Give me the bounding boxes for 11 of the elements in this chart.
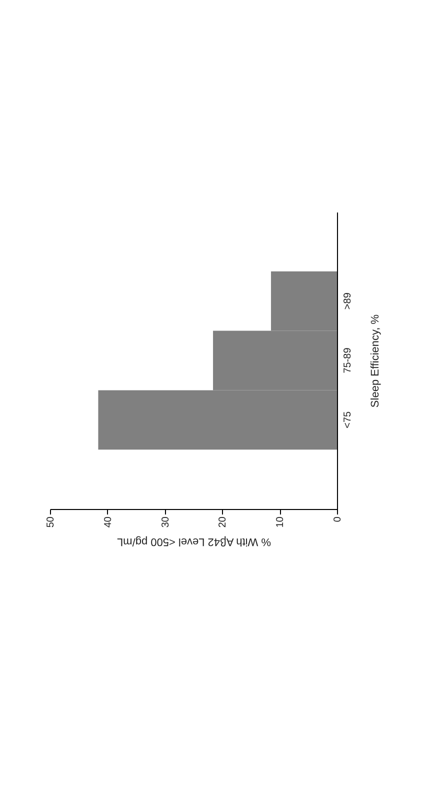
x-tick-label: 30 — [160, 516, 172, 528]
y-axis-title: Sleep Efficiency, % — [370, 314, 382, 408]
x-tick-label: 0 — [332, 516, 344, 522]
x-tick-label: 50 — [46, 516, 56, 528]
x-tick-label: 40 — [102, 516, 114, 528]
y-tick-label: 75-89 — [342, 347, 354, 374]
x-axis-title: % With Aβ42 Level <500 pg/mL — [117, 536, 271, 548]
y-tick-label: <75 — [342, 410, 354, 428]
x-tick-label: 10 — [275, 516, 286, 528]
y-tick-label: >89 — [342, 292, 354, 310]
x-tick-label: 20 — [218, 516, 229, 528]
